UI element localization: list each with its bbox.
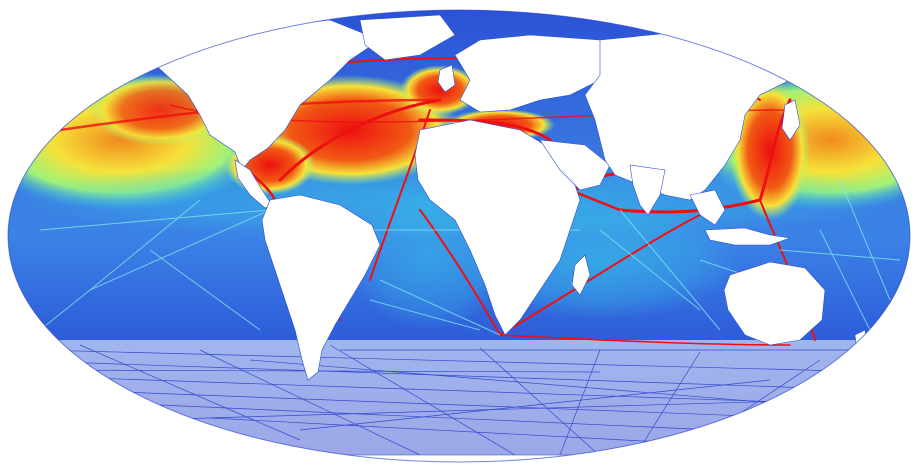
greenland <box>359 14 456 61</box>
india <box>629 164 666 216</box>
arabian-peninsula <box>539 139 611 191</box>
antarctica-edge <box>259 454 641 462</box>
japan <box>781 99 801 141</box>
madagascar <box>571 254 591 296</box>
indonesia <box>704 227 791 246</box>
globe-outline <box>7 9 911 463</box>
australia <box>723 261 826 346</box>
british-isles <box>437 64 456 93</box>
europe <box>454 34 621 113</box>
south-america <box>261 194 381 381</box>
southern-sparse-zone <box>8 340 910 462</box>
north-america <box>149 19 381 171</box>
southeast-asia <box>689 189 726 226</box>
new-zealand <box>854 329 869 361</box>
